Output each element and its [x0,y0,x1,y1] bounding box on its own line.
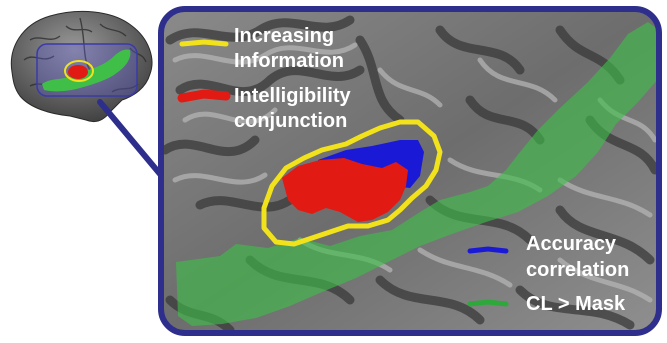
yellow-outline-swatch [179,39,229,47]
legend-increasing-information-line2: Information [234,50,344,72]
legend-increasing-information: Increasing Information [179,25,344,72]
thumbnail-red-region [68,65,88,79]
legend-intelligibility: Intelligibility conjunction [177,85,352,132]
legend-intelligibility-line2: conjunction [234,110,347,132]
zoom-panel [161,9,659,333]
red-swatch [177,89,231,103]
green-swatch [467,299,509,307]
blue-swatch [467,246,509,254]
intelligibility-region [282,158,408,222]
thumbnail-yellow-outline [64,60,94,82]
legend-cl-mask-label: CL > Mask [526,293,626,315]
thumbnail-green-region [42,49,131,92]
increasing-information-outline [261,119,443,247]
legend-accuracy-correlation: Accuracy correlation [467,233,629,281]
brain-thumbnail [10,10,153,123]
legend-intelligibility-line1: Intelligibility [234,85,352,107]
legend-cl-mask: CL > Mask [467,293,626,315]
cl-mask-region [176,22,659,326]
legend-accuracy-line2: correlation [526,259,629,281]
legend-increasing-information-line1: Increasing [234,25,334,47]
zoom-panel-frame [158,6,662,336]
legend-accuracy-line1: Accuracy [526,233,617,255]
